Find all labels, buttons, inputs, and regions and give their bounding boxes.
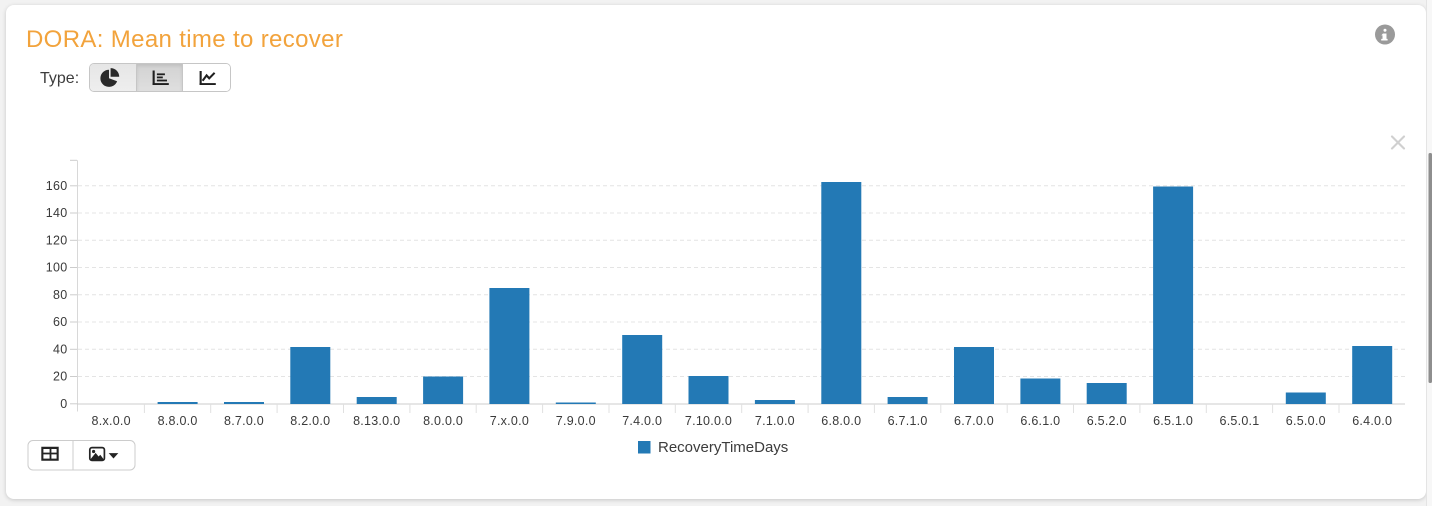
svg-text:7.1.0.0: 7.1.0.0 [755,414,795,428]
svg-text:6.7.1.0: 6.7.1.0 [888,414,928,428]
svg-text:8.0.0.0: 8.0.0.0 [423,414,463,428]
svg-text:6.6.1.0: 6.6.1.0 [1020,414,1060,428]
svg-text:8.2.0.0: 8.2.0.0 [290,414,330,428]
svg-text:80: 80 [53,288,68,302]
svg-text:120: 120 [46,234,68,248]
svg-text:8.x.0.0: 8.x.0.0 [92,414,131,428]
svg-text:7.x.0.0: 7.x.0.0 [490,414,529,428]
svg-text:100: 100 [46,261,68,275]
svg-text:7.4.0.0: 7.4.0.0 [622,414,662,428]
svg-text:8.8.0.0: 8.8.0.0 [158,414,198,428]
svg-text:60: 60 [53,315,68,329]
svg-text:6.5.0.0: 6.5.0.0 [1286,414,1326,428]
svg-text:8.13.0.0: 8.13.0.0 [353,414,400,428]
svg-text:6.5.0.1: 6.5.0.1 [1220,414,1260,428]
svg-text:6.4.0.0: 6.4.0.0 [1352,414,1392,428]
svg-text:6.7.0.0: 6.7.0.0 [954,414,994,428]
svg-text:160: 160 [46,179,68,193]
svg-text:0: 0 [60,397,67,411]
svg-text:6.8.0.0: 6.8.0.0 [821,414,861,428]
svg-text:140: 140 [46,206,68,220]
svg-text:40: 40 [53,343,68,357]
svg-text:6.5.2.0: 6.5.2.0 [1087,414,1127,428]
svg-text:7.10.0.0: 7.10.0.0 [685,414,732,428]
svg-text:8.7.0.0: 8.7.0.0 [224,414,264,428]
svg-text:RecoveryTimeDays: RecoveryTimeDays [658,439,788,456]
svg-text:20: 20 [53,370,68,384]
svg-text:6.5.1.0: 6.5.1.0 [1153,414,1193,428]
svg-text:7.9.0.0: 7.9.0.0 [556,414,596,428]
